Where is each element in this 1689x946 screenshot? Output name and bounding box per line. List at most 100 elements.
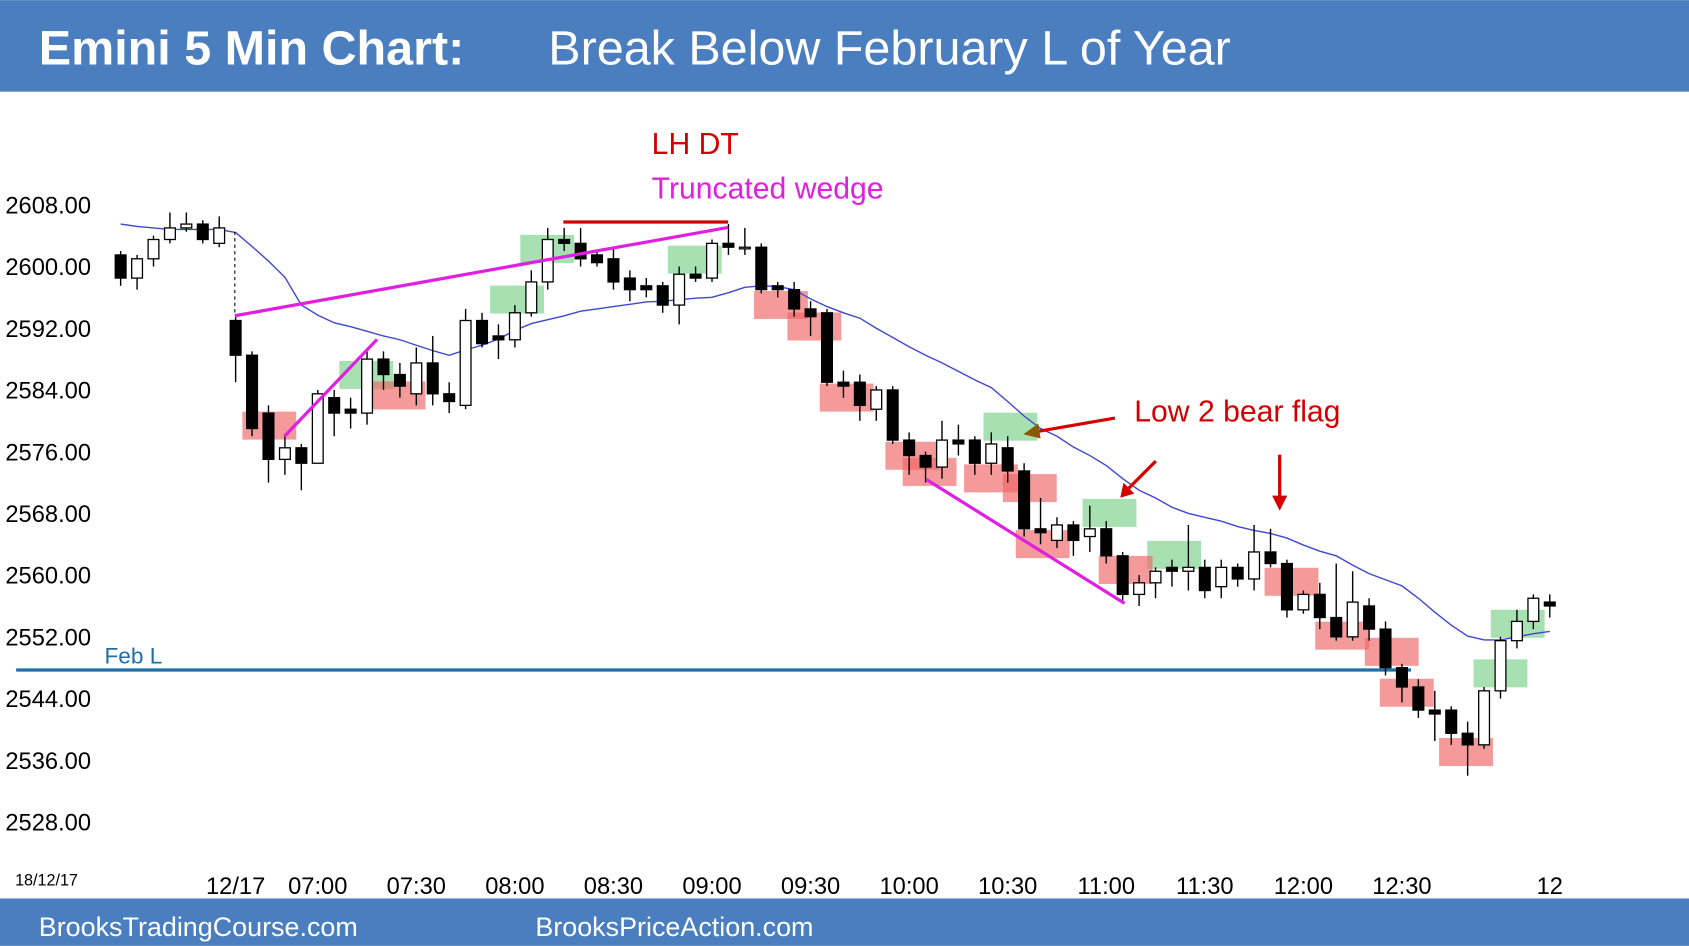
chart-title: Emini 5 Min Chart: xyxy=(39,22,464,76)
candle-body xyxy=(1050,524,1064,542)
highlights xyxy=(242,234,1545,766)
candle-body xyxy=(1330,616,1343,638)
candle-body xyxy=(705,242,719,279)
candle-body xyxy=(1100,528,1113,557)
candle-body xyxy=(1428,709,1441,715)
candle-body xyxy=(952,439,965,445)
x-tick-label: 09:30 xyxy=(781,874,840,900)
annotation-lines xyxy=(234,220,1288,605)
candle-body xyxy=(738,246,751,250)
candle-body xyxy=(853,381,866,407)
candle-body xyxy=(689,273,702,279)
candle-body xyxy=(1379,628,1392,669)
candle-body xyxy=(1067,524,1080,542)
candle-body xyxy=(590,254,604,264)
candle-body xyxy=(919,454,932,468)
signal-box xyxy=(983,412,1038,441)
arrow-head xyxy=(1120,482,1135,498)
candle-body xyxy=(722,242,735,248)
reference-label: Feb L xyxy=(104,644,162,669)
y-tick-label: 2584.00 xyxy=(5,379,91,405)
x-tick-label: 10:00 xyxy=(879,874,938,900)
x-tick-label: 10:30 xyxy=(978,874,1037,900)
candle-body xyxy=(1264,551,1277,565)
candle-body xyxy=(492,335,505,341)
candle-body xyxy=(1001,447,1014,472)
candle-body xyxy=(1133,582,1146,596)
candle-body xyxy=(771,285,784,291)
candle-body xyxy=(1149,570,1162,584)
candle-body xyxy=(1461,732,1474,746)
footer-right: BrooksPriceAction.com xyxy=(535,912,813,942)
candle-body xyxy=(196,223,209,241)
candle-body xyxy=(1116,555,1129,596)
candle-body xyxy=(656,285,669,306)
x-tick-label: 12:00 xyxy=(1274,874,1333,900)
y-tick-label: 2576.00 xyxy=(5,440,91,466)
candle-body xyxy=(820,312,834,383)
x-tick-label: 11:00 xyxy=(1077,874,1135,900)
candle-body xyxy=(1395,667,1408,688)
candle-body xyxy=(574,242,587,260)
candle-body xyxy=(640,285,653,291)
candle-body xyxy=(1018,470,1031,530)
y-tick-label: 2600.00 xyxy=(5,255,91,281)
header-band xyxy=(0,0,1689,92)
chart-subtitle: Break Below February L of Year xyxy=(548,22,1231,76)
candle-body xyxy=(804,308,817,318)
candle-body xyxy=(558,238,571,245)
wedge-line xyxy=(234,225,729,318)
candle-body xyxy=(1083,528,1096,538)
candle-body xyxy=(755,246,768,291)
date-label: 18/12/17 xyxy=(15,872,78,890)
candle-body xyxy=(1280,562,1293,611)
candle-body xyxy=(459,319,472,407)
x-tick-label: 12/17 xyxy=(206,874,265,900)
candle-body xyxy=(837,381,850,387)
x-tick-label: 07:00 xyxy=(288,874,347,900)
candle-body xyxy=(1231,566,1244,580)
y-tick-label: 2560.00 xyxy=(5,564,91,590)
candle-body xyxy=(1478,690,1491,746)
y-tick-label: 2568.00 xyxy=(5,502,91,528)
signal-box xyxy=(1147,540,1202,569)
candle-body xyxy=(1034,528,1047,534)
arrow xyxy=(1125,460,1157,492)
footer-band xyxy=(0,898,1689,946)
candle-body xyxy=(476,319,489,345)
candle-body xyxy=(525,281,538,314)
candle-body xyxy=(344,408,357,414)
candle-body xyxy=(935,439,949,468)
candle-body xyxy=(985,443,998,464)
signal-box xyxy=(1082,498,1137,527)
candle-body xyxy=(903,439,916,457)
candle-body xyxy=(1248,551,1261,580)
candle-body xyxy=(361,358,374,414)
candle-body xyxy=(131,258,144,279)
candle-body xyxy=(213,227,226,245)
candle-body xyxy=(311,393,324,464)
candle-body xyxy=(114,254,127,279)
x-tick-label: 08:00 xyxy=(485,874,544,900)
trend-line xyxy=(283,338,379,438)
y-tick-label: 2608.00 xyxy=(5,193,91,219)
x-tick-label: 11:30 xyxy=(1176,874,1234,900)
candle-body xyxy=(1543,601,1556,607)
candle-body xyxy=(377,358,390,376)
plot: 2528.00 2536.00 2544.00 2552.00 2560.00 2568.… xyxy=(5,193,1563,900)
candle-body xyxy=(508,312,521,341)
candle-body xyxy=(262,412,275,461)
candle-body xyxy=(229,319,242,356)
x-tick-label: 08:30 xyxy=(584,874,643,900)
candle-body xyxy=(278,447,291,461)
arrow xyxy=(1033,416,1116,434)
candle-body xyxy=(1182,566,1195,572)
candle-body xyxy=(147,238,160,260)
signal-box xyxy=(1364,637,1419,666)
arrow-head xyxy=(1023,423,1041,439)
y-tick-label: 2544.00 xyxy=(5,687,91,713)
arrow-head xyxy=(1272,495,1288,511)
candle-body xyxy=(607,258,620,283)
candle-body xyxy=(180,223,193,229)
